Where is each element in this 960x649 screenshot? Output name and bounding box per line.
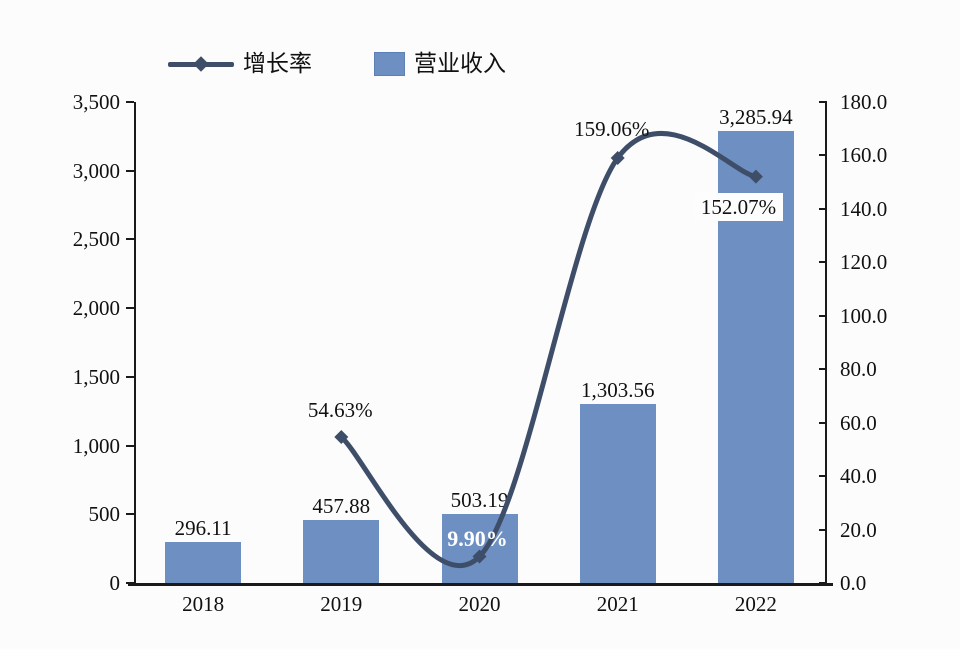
left-axis-line <box>134 102 136 585</box>
growth-rate-line <box>338 131 759 568</box>
data-point-marker-2019 <box>334 430 349 445</box>
left-axis-tick <box>126 444 134 447</box>
x-axis-category-label: 2020 <box>458 592 501 616</box>
right-axis-tick <box>819 207 827 210</box>
left-axis-tick-label: 0 <box>109 571 121 595</box>
right-axis-tick <box>819 582 827 584</box>
right-axis-tick-label: 140.0 <box>840 196 888 221</box>
left-axis-tick-label: 1,500 <box>72 364 120 389</box>
data-point-marker-2021 <box>610 150 625 165</box>
bar-value-label: 1,303.56 <box>580 377 655 402</box>
bar-2019 <box>303 520 380 583</box>
left-axis-tick <box>126 307 134 310</box>
data-point-marker-2022 <box>748 169 763 184</box>
right-axis-tick-label: 160.0 <box>840 143 888 168</box>
growth-rate-label-2021: 159.06% <box>574 116 650 141</box>
x-axis-category-label: 2019 <box>320 592 363 616</box>
bar-value-label: 457.88 <box>312 494 371 519</box>
left-axis-tick-label: 1,000 <box>72 433 120 458</box>
right-axis-tick <box>819 368 827 371</box>
legend-label-revenue: 营业收入 <box>414 51 506 76</box>
left-axis-tick-label: 3,000 <box>72 158 120 183</box>
data-point-marker-2020 <box>472 549 487 564</box>
growth-rate-label-2022: 152.07% <box>693 192 784 221</box>
bar-value-label: 3,285.94 <box>719 105 793 130</box>
left-axis-tick-label: 500 <box>88 502 121 527</box>
right-axis-tick <box>819 261 827 264</box>
left-axis-tick <box>126 582 134 584</box>
right-axis-tick-label: 20.0 <box>840 517 877 542</box>
right-axis-tick-label: 0.0 <box>840 571 867 595</box>
right-axis-tick <box>819 154 827 157</box>
right-axis-tick <box>819 421 827 424</box>
right-axis-tick-label: 40.0 <box>840 464 877 489</box>
right-axis-tick <box>819 528 827 531</box>
bar-2018 <box>165 542 242 583</box>
left-axis-tick-label: 3,500 <box>72 90 120 114</box>
left-axis-tick <box>126 169 134 172</box>
left-axis-tick <box>126 513 134 516</box>
legend-label-growth-rate: 增长率 <box>243 51 312 76</box>
right-axis-tick-label: 60.0 <box>840 410 877 435</box>
right-axis-tick-label: 120.0 <box>840 250 888 275</box>
left-axis-tick <box>126 375 134 378</box>
revenue-bar-swatch <box>374 52 405 76</box>
x-axis-category-label: 2022 <box>734 592 777 616</box>
bar-value-label: 296.11 <box>174 516 232 541</box>
bar-2021 <box>579 403 656 583</box>
left-axis-tick <box>126 238 134 241</box>
right-axis-tick <box>819 475 827 478</box>
growth-rate-line-swatch <box>168 56 234 72</box>
growth-rate-label-2019: 54.63% <box>307 398 373 423</box>
left-axis-tick <box>126 101 134 103</box>
right-axis-tick-label: 180.0 <box>840 90 888 114</box>
right-axis-tick <box>819 101 827 103</box>
left-axis-tick-label: 2,000 <box>72 296 120 321</box>
growth-rate-label-2020: 9.90% <box>447 525 508 551</box>
bar-value-label: 503.19 <box>450 487 509 512</box>
left-axis-tick-label: 2,500 <box>72 227 120 252</box>
legend: 增长率 营业收入 <box>168 48 506 80</box>
right-axis-tick-label: 100.0 <box>840 303 888 328</box>
x-axis-line <box>128 583 833 586</box>
bar-2020 <box>441 513 518 583</box>
x-axis-category-label: 2018 <box>182 592 225 616</box>
right-axis-tick-label: 80.0 <box>840 357 877 382</box>
right-axis-line <box>825 102 827 585</box>
x-axis-category-label: 2021 <box>596 592 639 616</box>
right-axis-tick <box>819 314 827 317</box>
